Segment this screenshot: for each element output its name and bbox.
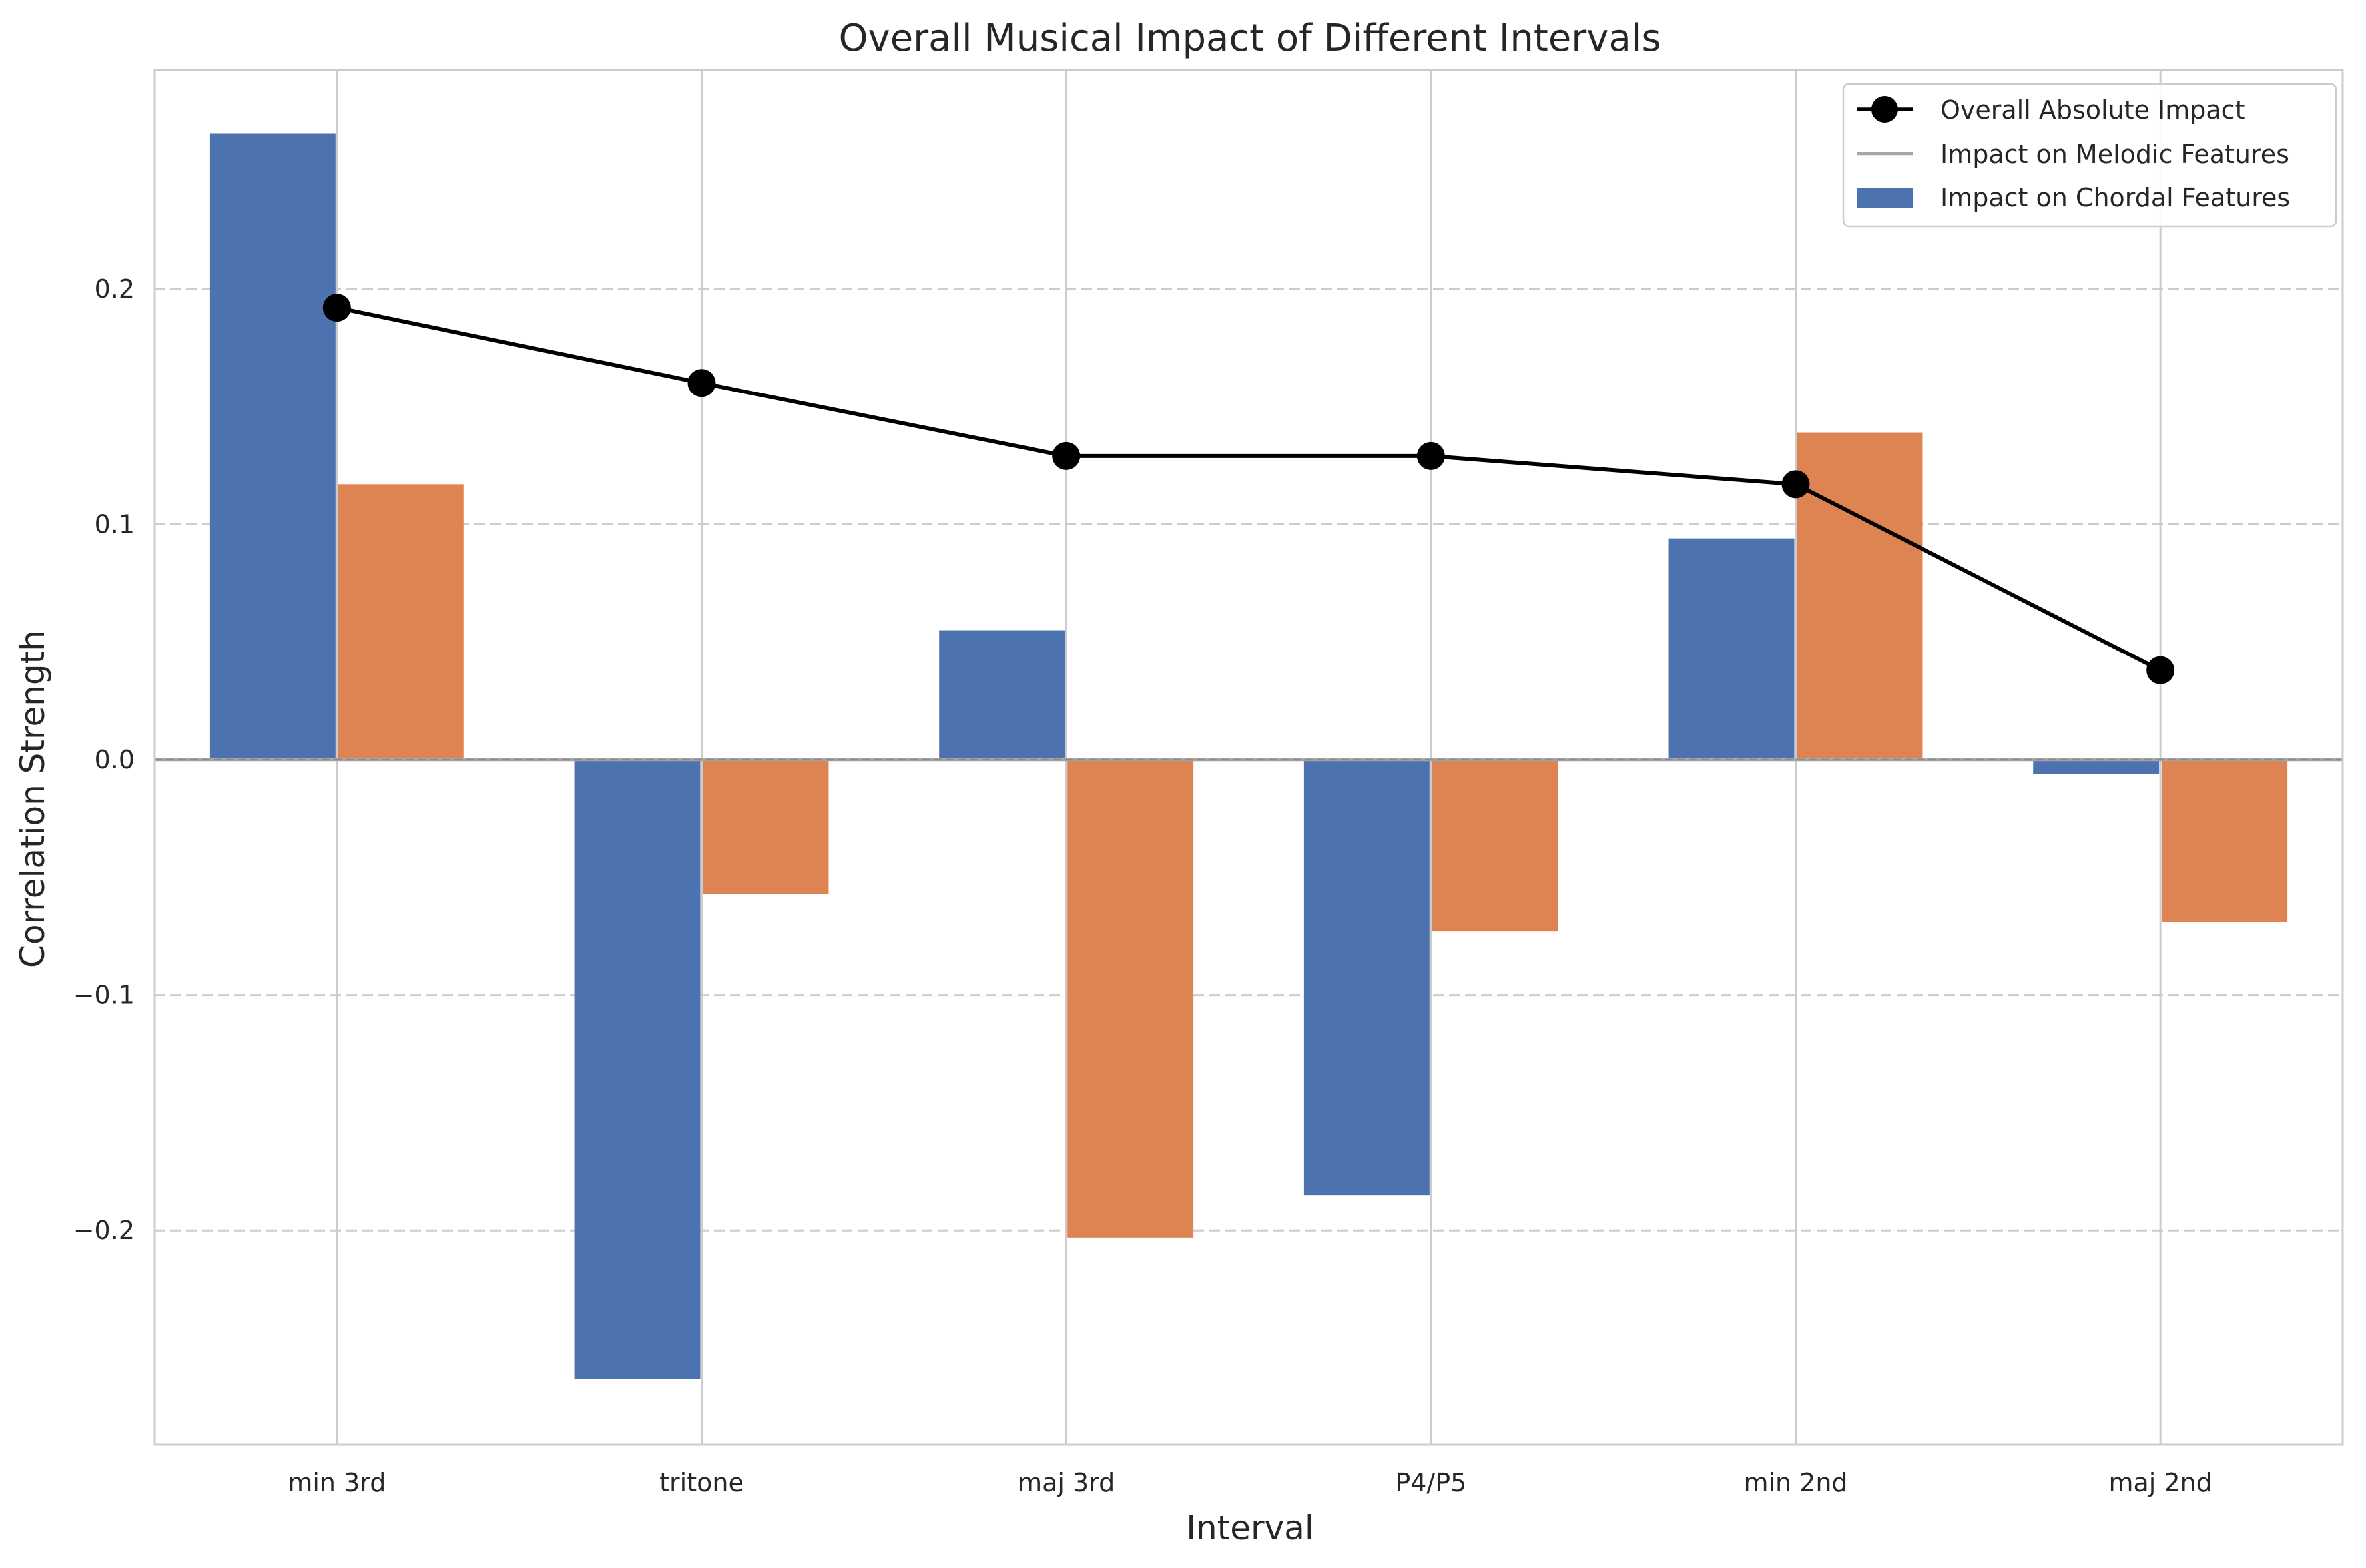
legend-frame xyxy=(1842,83,2337,228)
line-point xyxy=(322,294,351,322)
bar xyxy=(1432,760,1558,932)
overall-impact-line xyxy=(322,294,2175,684)
legend-swatch-patch xyxy=(1857,188,1913,208)
x-tick-label: tritone xyxy=(659,1468,744,1497)
bar xyxy=(2162,760,2288,923)
legend-label: Impact on Melodic Features xyxy=(1940,140,2289,169)
tick-labels: min 3rd tritone maj 3rd P4/P5 min 2nd maj 2nd… xyxy=(73,274,2212,1497)
bar xyxy=(703,760,829,894)
bar xyxy=(1797,432,1923,760)
x-tick-label: maj 2nd xyxy=(2109,1468,2212,1497)
bars xyxy=(209,133,2288,1379)
chart-title: Overall Musical Impact of Different Inte… xyxy=(838,17,1661,60)
legend-entry-overall: Overall Absolute Impact xyxy=(1857,95,2245,125)
y-tick-label: 0.1 xyxy=(95,509,135,539)
legend-entry-chordal: Impact on Chordal Features xyxy=(1857,183,2290,212)
bar xyxy=(939,630,1065,760)
y-tick-label: −0.1 xyxy=(73,981,135,1010)
legend-swatch-marker xyxy=(1871,96,1898,123)
y-tick-label: 0.0 xyxy=(95,745,135,774)
y-tick-label: −0.2 xyxy=(73,1216,135,1245)
legend-entry-melodic: Impact on Melodic Features xyxy=(1857,140,2289,169)
legend: Overall Absolute Impact Impact on Melodi… xyxy=(1842,83,2337,228)
bar xyxy=(2033,760,2160,774)
legend-label: Impact on Chordal Features xyxy=(1940,183,2290,212)
bar xyxy=(574,760,701,1379)
x-tick-label: min 3rd xyxy=(288,1468,386,1497)
y-axis-label: Correlation Strength xyxy=(13,630,52,968)
bar xyxy=(1668,538,1795,760)
bar xyxy=(1303,760,1430,1196)
grid xyxy=(154,70,2343,1445)
bar xyxy=(1067,760,1194,1238)
bar xyxy=(338,484,464,760)
legend-label: Overall Absolute Impact xyxy=(1940,95,2245,125)
x-tick-label: maj 3rd xyxy=(1018,1468,1115,1497)
line-point xyxy=(2146,656,2175,684)
line-point xyxy=(687,369,716,397)
x-tick-label: P4/P5 xyxy=(1395,1468,1466,1497)
line-point xyxy=(1781,470,1810,499)
line-point xyxy=(1052,441,1081,470)
plot-frame xyxy=(153,69,2344,1446)
x-tick-label: min 2nd xyxy=(1743,1468,1847,1497)
line-point xyxy=(1416,441,1445,470)
series-line xyxy=(336,306,2162,672)
bar xyxy=(209,133,336,760)
x-axis-label: Interval xyxy=(1186,1509,1313,1547)
y-tick-label: 0.2 xyxy=(95,274,135,304)
